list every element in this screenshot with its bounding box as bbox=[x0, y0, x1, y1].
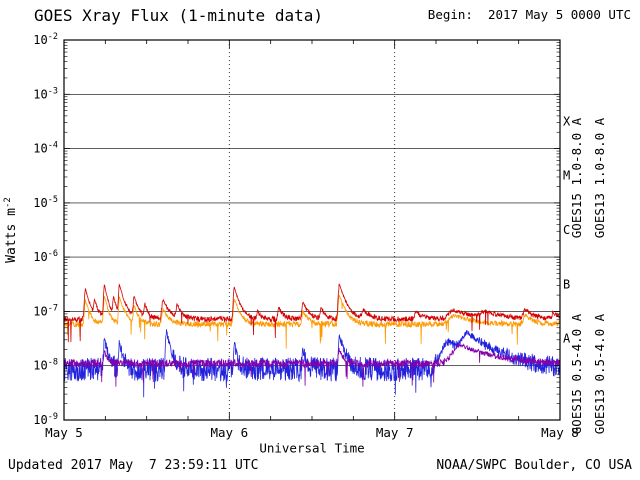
series-lines bbox=[64, 283, 560, 398]
legend-goes15-short: GOES15 0.5-4.0 A bbox=[569, 313, 584, 434]
series-line-goes13-1-0-8-0-a bbox=[64, 294, 560, 349]
legend-goes13-short: GOES13 0.5-4.0 A bbox=[592, 313, 607, 434]
y-axis-label: Watts m-2 bbox=[3, 197, 19, 263]
y-tick-label: 10-4 bbox=[33, 141, 58, 156]
plot-border bbox=[63, 39, 561, 421]
flare-class-a-label: A bbox=[563, 332, 571, 346]
flare-class-c-label: C bbox=[563, 223, 570, 237]
y-axis-labels: 10-2 10-3 10-4 10-5 10-6 10-7 10-8 10-9 Watts m-… bbox=[3, 32, 58, 427]
x-tick-label-may7: May 7 bbox=[376, 425, 414, 440]
source-credit: NOAA/SWPC Boulder, CO USA bbox=[436, 458, 632, 473]
y-tick-label: 10-6 bbox=[33, 249, 58, 264]
legend-goes13-long: GOES13 1.0-8.0 A bbox=[592, 117, 607, 238]
series-line-goes15-1-0-8-0-a bbox=[64, 283, 560, 343]
y-tick-label: 10-3 bbox=[33, 86, 58, 101]
flare-class-x-label: X bbox=[563, 114, 571, 128]
legend-goes15-long: GOES15 1.0-8.0 A bbox=[569, 117, 584, 238]
x-tick-label-may5: May 5 bbox=[45, 425, 83, 440]
y-tick-label: 10-7 bbox=[33, 303, 58, 318]
flare-class-b-label: B bbox=[563, 277, 570, 291]
y-tick-label: 10-2 bbox=[33, 32, 58, 47]
y-tick-label: 10-5 bbox=[33, 195, 58, 210]
x-axis-label: Universal Time bbox=[259, 441, 364, 456]
y-tick-label: 10-8 bbox=[33, 358, 58, 373]
series-line-goes13-0-5-4-0-a bbox=[64, 342, 560, 387]
begin-label: Begin: 2017 May 5 0000 UTC bbox=[428, 7, 631, 22]
updated-timestamp: Updated 2017 May 7 23:59:11 UTC bbox=[8, 458, 258, 473]
chart-title: GOES Xray Flux (1-minute data) bbox=[34, 6, 323, 25]
x-tick-label-may6: May 6 bbox=[210, 425, 248, 440]
flare-class-m-label: M bbox=[563, 169, 570, 183]
y-tick-label: 10-9 bbox=[33, 412, 58, 427]
x-tick-label-may8: May 8 bbox=[541, 425, 579, 440]
